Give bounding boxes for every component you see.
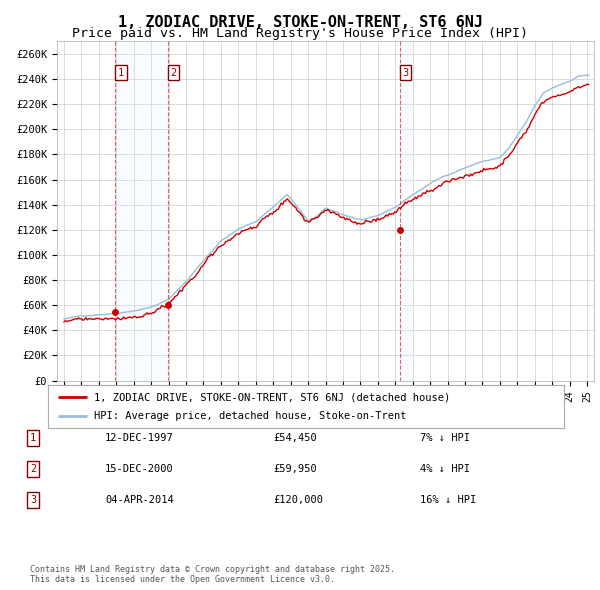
Text: Contains HM Land Registry data © Crown copyright and database right 2025.
This d: Contains HM Land Registry data © Crown c…: [30, 565, 395, 584]
Text: £120,000: £120,000: [273, 496, 323, 505]
Text: HPI: Average price, detached house, Stoke-on-Trent: HPI: Average price, detached house, Stok…: [94, 411, 407, 421]
Text: 3: 3: [30, 496, 36, 505]
Text: 04-APR-2014: 04-APR-2014: [105, 496, 174, 505]
Text: 2: 2: [30, 464, 36, 474]
Text: £59,950: £59,950: [273, 464, 317, 474]
Text: 1, ZODIAC DRIVE, STOKE-ON-TRENT, ST6 6NJ: 1, ZODIAC DRIVE, STOKE-ON-TRENT, ST6 6NJ: [118, 15, 482, 30]
Text: 16% ↓ HPI: 16% ↓ HPI: [420, 496, 476, 505]
Text: 7% ↓ HPI: 7% ↓ HPI: [420, 433, 470, 442]
Text: 1, ZODIAC DRIVE, STOKE-ON-TRENT, ST6 6NJ (detached house): 1, ZODIAC DRIVE, STOKE-ON-TRENT, ST6 6NJ…: [94, 392, 451, 402]
Text: Price paid vs. HM Land Registry's House Price Index (HPI): Price paid vs. HM Land Registry's House …: [72, 27, 528, 40]
Text: 1: 1: [118, 68, 124, 78]
Bar: [400, 41, 414, 381]
Text: £54,450: £54,450: [273, 433, 317, 442]
Text: 15-DEC-2000: 15-DEC-2000: [105, 464, 174, 474]
Text: 12-DEC-1997: 12-DEC-1997: [105, 433, 174, 442]
Text: 3: 3: [403, 68, 409, 78]
Bar: [115, 41, 168, 381]
Text: 4% ↓ HPI: 4% ↓ HPI: [420, 464, 470, 474]
Text: 2: 2: [170, 68, 176, 78]
Text: 1: 1: [30, 433, 36, 442]
